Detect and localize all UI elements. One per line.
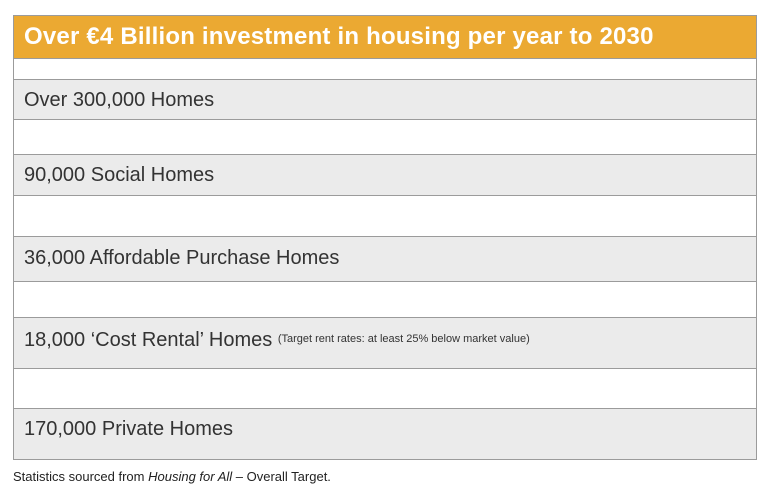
- spacer-row: [14, 195, 756, 236]
- caption-source: Housing for All: [148, 469, 233, 484]
- row-label: 18,000 ‘Cost Rental’ Homes: [24, 329, 273, 351]
- table-header: Over €4 Billion investment in housing pe…: [14, 16, 756, 58]
- row-note: (Target rent rates: at least 25% below m…: [277, 333, 530, 345]
- table-row-social-homes: 90,000 Social Homes: [14, 154, 756, 195]
- caption-suffix: – Overall Target.: [232, 469, 331, 484]
- table-row-affordable-purchase: 36,000 Affordable Purchase Homes: [14, 236, 756, 281]
- row-label: 90,000 Social Homes: [24, 164, 215, 186]
- row-label: 170,000 Private Homes: [24, 418, 234, 440]
- table-row-total-homes: Over 300,000 Homes: [14, 79, 756, 119]
- row-label: 36,000 Affordable Purchase Homes: [24, 247, 340, 269]
- row-label: Over 300,000 Homes: [24, 89, 215, 111]
- caption-prefix: Statistics sourced from: [13, 469, 149, 484]
- spacer-row: [14, 119, 756, 154]
- table-row-cost-rental: 18,000 ‘Cost Rental’ Homes (Target rent …: [14, 317, 756, 368]
- spacer-row: [14, 368, 756, 408]
- source-caption: Statistics sourced from Housing for All …: [13, 469, 331, 484]
- housing-targets-table: Over €4 Billion investment in housing pe…: [13, 15, 757, 460]
- spacer-row: [14, 58, 756, 79]
- spacer-row: [14, 281, 756, 317]
- table-row-private-homes: 170,000 Private Homes: [14, 408, 756, 459]
